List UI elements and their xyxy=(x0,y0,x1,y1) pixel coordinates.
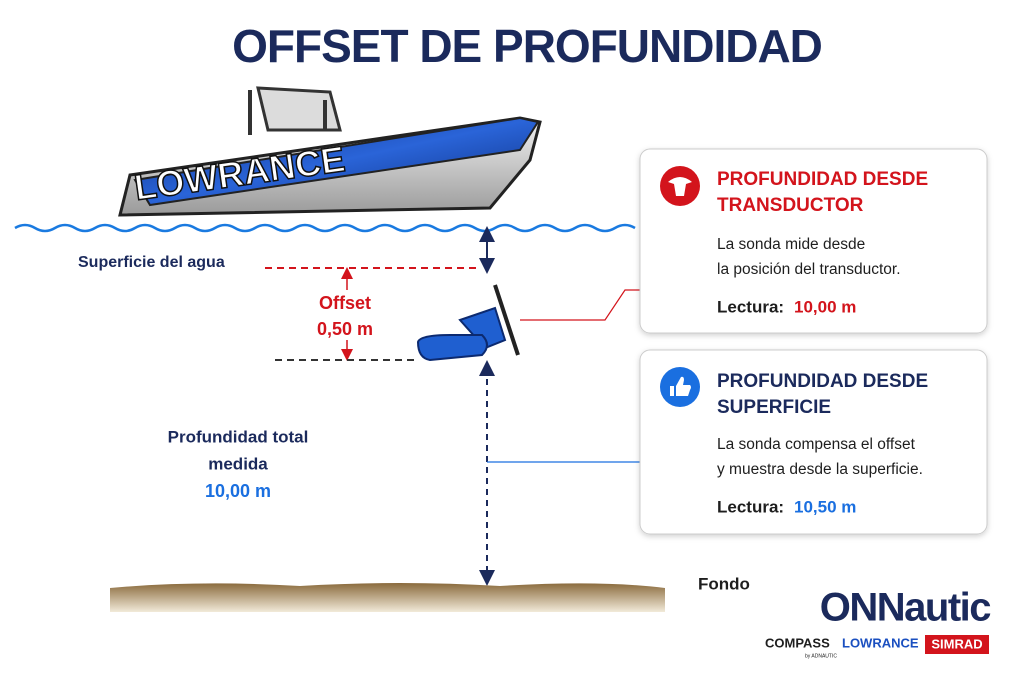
bottom-label: Fondo xyxy=(698,574,750,593)
partner-badge xyxy=(925,635,989,654)
surface-label: Superficie del agua xyxy=(78,254,225,271)
card xyxy=(639,148,988,334)
seabed xyxy=(110,583,665,612)
partner-logo: LOWRANCE xyxy=(842,635,919,650)
depth-label: medida xyxy=(208,454,268,473)
reading-label: Lectura: xyxy=(717,497,784,516)
card xyxy=(639,349,988,535)
title: OFFSET DE PROFUNDIDAD xyxy=(232,20,822,72)
card-text: la posición del transductor. xyxy=(717,261,901,278)
card-icon-glyph xyxy=(668,177,692,196)
offset-value: 0,50 m xyxy=(317,319,373,339)
water-line xyxy=(14,223,636,233)
depth-label: Profundidad total xyxy=(168,427,309,446)
partner-logo: COMPASS xyxy=(765,635,830,650)
connector xyxy=(520,289,640,321)
reading-label: Lectura: xyxy=(717,297,784,316)
partner-logo: SIMRAD xyxy=(931,636,982,651)
offset-label: Offset xyxy=(319,293,371,313)
card-text: La sonda mide desde xyxy=(717,236,865,253)
depth-value: 10,00 m xyxy=(205,481,271,501)
transducer xyxy=(416,284,520,362)
card-title: PROFUNDIDAD DESDE xyxy=(717,371,928,392)
card-title: PROFUNDIDAD DESDE xyxy=(717,169,928,190)
reading-value: 10,50 m xyxy=(794,497,856,516)
boat: LOWRANCE xyxy=(118,86,542,217)
card-text: La sonda compensa el offset xyxy=(717,436,916,453)
card-title: TRANSDUCTOR xyxy=(717,195,864,216)
reading-value: 10,00 m xyxy=(794,297,856,316)
card-icon-glyph xyxy=(670,376,691,396)
partner-logo-sub: by ADNAUTIC xyxy=(805,653,837,659)
brand-logo: ONNautic xyxy=(820,586,992,630)
card-text: y muestra desde la superficie. xyxy=(717,461,923,478)
card-title: SUPERFICIE xyxy=(717,397,831,418)
